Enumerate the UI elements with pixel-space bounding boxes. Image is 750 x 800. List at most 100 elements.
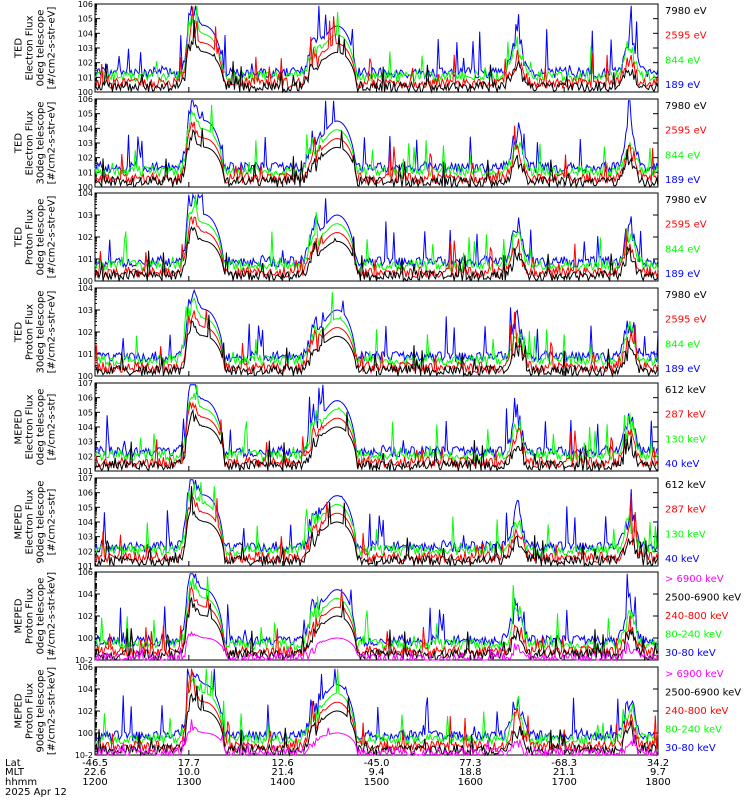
series-trace-green xyxy=(94,194,659,272)
x-tick-hhmm: 1800 xyxy=(645,777,670,788)
legend-entry: 612 keV xyxy=(665,385,706,396)
legend-entry: 189 eV xyxy=(665,80,700,91)
legend-entry: 130 keV xyxy=(665,529,706,540)
series-trace-blue xyxy=(94,100,659,175)
x-row-label: MLT xyxy=(5,767,25,778)
legend-entry: 844 eV xyxy=(665,339,700,350)
y-tick-label: 104 xyxy=(78,423,93,432)
series-trace-red xyxy=(94,496,659,564)
y-tick-label: 102 xyxy=(78,328,93,337)
y-tick-label: 105 xyxy=(78,15,93,24)
x-tick-hhmm: 1500 xyxy=(364,777,389,788)
x-tick-mlt: 21.4 xyxy=(272,767,294,778)
y-axis-label: TEDElectron Flux30deg telescope[#/cm2-s-… xyxy=(14,101,58,184)
series-trace-red xyxy=(94,585,659,659)
legend-entry: 7980 eV xyxy=(665,6,707,17)
legend-entry: 2595 eV xyxy=(665,126,707,137)
legend-entry: 844 eV xyxy=(665,244,700,255)
legend-entry: 130 keV xyxy=(665,434,706,445)
legend-entry: 2500-6900 keV xyxy=(665,593,741,604)
y-tick-label: 103 xyxy=(78,211,93,220)
x-row-label: Lat xyxy=(5,758,21,769)
series-trace-black xyxy=(94,128,659,189)
y-tick-label: 105 xyxy=(78,408,93,417)
y-tick-label: 100 xyxy=(78,183,93,192)
x-tick-hhmm: 1700 xyxy=(551,777,576,788)
x-tick-mlt: 18.8 xyxy=(459,767,481,778)
x-tick-hhmm: 1200 xyxy=(82,777,107,788)
legend-entry: 287 keV xyxy=(665,505,706,516)
y-axis-label: MEPEDElectron Flux0deg telescope[#/cm2-s… xyxy=(14,389,58,466)
series-trace-green xyxy=(94,5,659,84)
legend-entry: > 6900 keV xyxy=(665,669,724,680)
y-tick-label: 101 xyxy=(78,562,93,571)
y-tick-label: 100 xyxy=(78,277,93,286)
panel-2: 100 101 102 103 104 105 106 TEDElectron Flux30d… xyxy=(14,95,707,192)
y-tick-label: 107 xyxy=(78,474,93,483)
y-tick-label: 101 xyxy=(78,255,93,264)
y-tick-label: 102 xyxy=(78,233,93,242)
x-tick-lat: 12.6 xyxy=(272,758,294,769)
x-tick-lat: 17.7 xyxy=(178,758,200,769)
legend-entry: 7980 eV xyxy=(665,195,707,206)
y-tick-label: 103 xyxy=(78,139,93,148)
series-trace-green xyxy=(94,576,659,652)
legend-entry: 612 keV xyxy=(665,480,706,491)
legend-entry: 30-80 keV xyxy=(665,648,716,659)
y-tick-label: 101 xyxy=(78,350,93,359)
y-tick-label: 10-2 xyxy=(75,751,93,760)
y-tick-label: 10-2 xyxy=(75,656,93,665)
y-tick-label: 102 xyxy=(78,154,93,163)
panel-8: 10-2 100 102 104 106 MEPEDProton Flux90deg te… xyxy=(14,663,742,760)
y-tick-label: 100 xyxy=(78,729,93,738)
x-tick-mlt: 9.4 xyxy=(369,767,385,778)
y-tick-label: 102 xyxy=(78,452,93,461)
x-tick-mlt: 10.0 xyxy=(178,767,200,778)
panel-3: 100 101 102 103 104 TEDProton Flux0deg telesc… xyxy=(14,189,707,286)
legend-entry: 40 keV xyxy=(665,459,699,470)
y-tick-label: 104 xyxy=(78,189,93,198)
y-tick-label: 102 xyxy=(78,612,93,621)
x-tick-lat: 34.2 xyxy=(647,758,669,769)
panel-1: 100 101 102 103 104 105 106 TEDElectron Flux0de… xyxy=(14,0,707,97)
legend-entry: 240-800 keV xyxy=(665,611,729,622)
legend-entry: > 6900 keV xyxy=(665,574,724,585)
y-axis-label: TEDProton Flux0deg telescope[#/cm2-s-str… xyxy=(14,196,58,279)
date-label: 2025 Apr 12 xyxy=(5,787,67,798)
legend-entry: 189 eV xyxy=(665,175,700,186)
series-trace-blue xyxy=(94,384,659,459)
series-trace-blue xyxy=(94,573,659,648)
y-tick-label: 101 xyxy=(78,467,93,476)
x-tick-lat: -46.5 xyxy=(82,758,108,769)
legend-entry: 844 eV xyxy=(665,150,700,161)
series-trace-blue xyxy=(94,192,659,269)
series-trace-blue xyxy=(94,5,659,80)
legend-entry: 2595 eV xyxy=(665,31,707,42)
y-axis-label: MEPEDElectron Flux90deg telescope[#/cm2-… xyxy=(14,480,58,563)
legend-entry: 189 eV xyxy=(665,269,700,280)
legend-entry: 80-240 keV xyxy=(665,630,722,641)
series-trace-red xyxy=(94,401,659,470)
panel-5: 101 102 103 104 105 106 107 MEPEDElectron Flux0… xyxy=(14,379,706,476)
legend-entry: 287 keV xyxy=(665,410,706,421)
y-tick-label: 101 xyxy=(78,168,93,177)
y-tick-label: 106 xyxy=(78,394,93,403)
y-tick-label: 103 xyxy=(78,533,93,542)
x-tick-hhmm: 1600 xyxy=(458,777,483,788)
series-trace-black xyxy=(94,314,659,378)
series-trace-blue xyxy=(94,668,659,743)
y-tick-label: 104 xyxy=(78,29,93,38)
y-axis-label: TEDProton Flux30deg telescope[#/cm2-s-st… xyxy=(14,290,58,373)
y-axis-label: MEPEDProton Flux0deg telescope[#/cm2-s-s… xyxy=(14,572,58,660)
y-tick-label: 106 xyxy=(78,489,93,498)
legend-entry: 2500-6900 keV xyxy=(665,688,741,699)
legend-entry: 7980 eV xyxy=(665,101,707,112)
series-trace-green xyxy=(94,384,659,463)
y-tick-label: 101 xyxy=(78,73,93,82)
y-tick-label: 103 xyxy=(78,44,93,53)
y-tick-label: 100 xyxy=(78,88,93,97)
x-tick-mlt: 21.1 xyxy=(553,767,575,778)
legend-entry: 844 eV xyxy=(665,55,700,66)
legend-entry: 2595 eV xyxy=(665,315,707,326)
